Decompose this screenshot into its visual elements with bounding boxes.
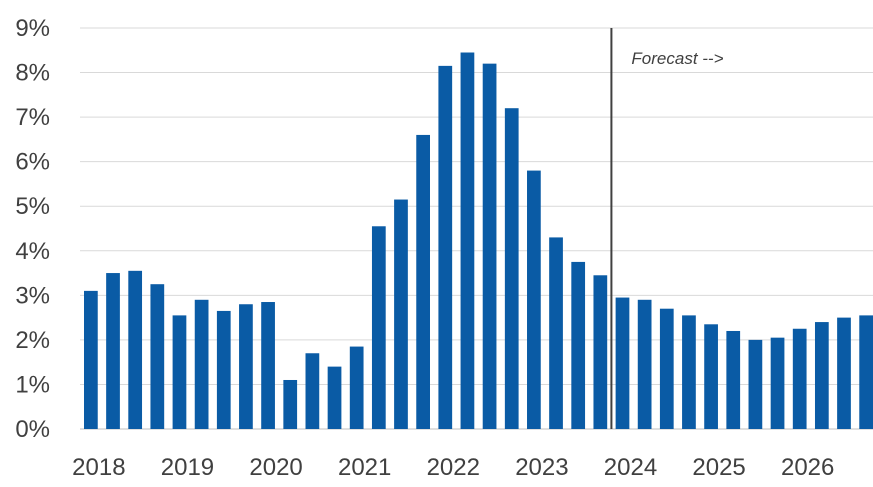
y-tick-label: 1% (15, 371, 50, 398)
bar (571, 261, 586, 429)
bar (416, 134, 430, 429)
bar (394, 199, 408, 429)
bar (283, 379, 298, 429)
bar (504, 108, 519, 429)
forecast-annotation: Forecast --> (631, 49, 723, 68)
bar (305, 353, 320, 429)
y-tick-label: 5% (15, 193, 50, 220)
bar (748, 339, 763, 429)
x-tick-label: 2020 (249, 454, 302, 481)
bar (172, 315, 187, 429)
bar (460, 52, 475, 429)
bar (84, 290, 98, 429)
bar (682, 315, 696, 429)
bar (438, 65, 453, 429)
y-tick-label: 9% (15, 15, 50, 42)
bars (84, 52, 873, 430)
bar (593, 275, 608, 429)
bar (150, 284, 165, 429)
x-tick-label: 2018 (72, 454, 125, 481)
bar (216, 310, 231, 429)
y-tick-label: 8% (15, 60, 50, 87)
y-tick-label: 3% (15, 282, 50, 309)
bar (770, 337, 785, 429)
x-tick-label: 2023 (515, 454, 568, 481)
y-tick-label: 7% (15, 104, 50, 131)
y-axis-tick-labels: 0% 1% 2% 3% 4% 5% 6% 7% 8% 9% (15, 15, 50, 443)
bar (549, 237, 563, 429)
x-tick-label: 2019 (161, 454, 214, 481)
bar (726, 330, 741, 429)
bar (659, 308, 674, 429)
x-tick-label: 2022 (427, 454, 480, 481)
bar (239, 304, 253, 429)
bar (792, 328, 807, 429)
y-tick-label: 2% (15, 327, 50, 354)
bar (261, 302, 275, 429)
y-tick-label: 6% (15, 149, 50, 176)
bar (482, 63, 497, 430)
bar (637, 299, 652, 429)
x-tick-label: 2025 (692, 454, 745, 481)
bar (615, 297, 630, 429)
x-tick-label: 2024 (604, 454, 657, 481)
y-tick-label: 4% (15, 238, 50, 265)
bar (194, 299, 209, 429)
bar (371, 226, 386, 429)
bar (527, 170, 541, 430)
y-tick-label: 0% (15, 416, 50, 443)
bar (859, 315, 873, 429)
bar (327, 366, 342, 429)
x-tick-label: 2021 (338, 454, 391, 481)
bar (837, 317, 851, 429)
bar (349, 346, 364, 429)
bar (128, 270, 143, 429)
gridlines (80, 27, 873, 430)
x-axis-tick-labels: 2018 2019 2020 2021 2022 2023 2024 2025 2026 (72, 454, 834, 481)
x-tick-label: 2026 (781, 454, 834, 481)
bar (106, 273, 120, 429)
bar (704, 324, 718, 429)
bar (814, 322, 829, 429)
